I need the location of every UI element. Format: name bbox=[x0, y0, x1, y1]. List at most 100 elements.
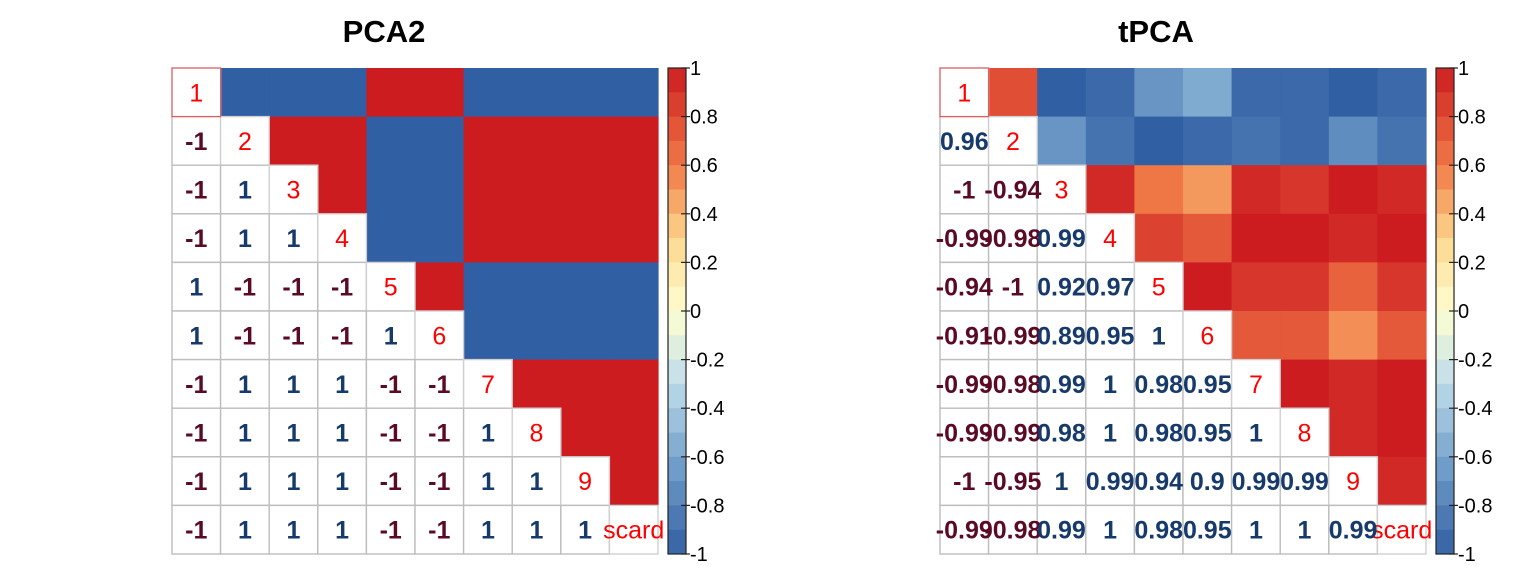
pca2-cell-r2-c5 bbox=[415, 165, 465, 215]
tpca-colorbar-band-1 bbox=[1436, 92, 1454, 118]
pca2-cell-r0-c8 bbox=[560, 68, 610, 118]
pca2-coef-r8-c2: 1 bbox=[287, 468, 301, 496]
tpca-colorbar-band-14 bbox=[1436, 408, 1454, 433]
pca2-cell-r3-c4 bbox=[366, 213, 416, 263]
tpca-coef-r6-c0: -0.99 bbox=[936, 371, 993, 399]
tpca-coef-r3-c1: -0.98 bbox=[984, 225, 1041, 253]
pca2-coef-r9-c2: 1 bbox=[287, 517, 301, 545]
tpca-diag-label-2: 3 bbox=[1055, 177, 1069, 205]
pca2-cell-r4-c9 bbox=[609, 262, 659, 312]
pca2-colorbar-band-2 bbox=[668, 116, 686, 142]
tpca-grid-r8-c1 bbox=[987, 456, 1038, 507]
pca2-coef-r6-c2: 1 bbox=[287, 371, 301, 399]
pca2-cell-r4-c8 bbox=[560, 262, 610, 312]
pca2-colorbar-band-9 bbox=[668, 286, 686, 312]
pca2-grid-r9-c4 bbox=[365, 504, 416, 555]
pca2-diag-label-2: 3 bbox=[287, 177, 301, 205]
pca2-coef-r9-c6: 1 bbox=[481, 517, 495, 545]
tpca-diag-label-4: 5 bbox=[1152, 274, 1166, 302]
tpca-cell-r3-c4 bbox=[1134, 213, 1184, 263]
pca2-cell-r3-c9 bbox=[609, 213, 659, 263]
pca2-coef-r8-c0: -1 bbox=[185, 468, 207, 496]
tpca-cell-r3-c7 bbox=[1280, 213, 1330, 263]
tpca-colorbar-label-10: -1 bbox=[1458, 544, 1476, 566]
pca2-coef-r7-c2: 1 bbox=[287, 420, 301, 448]
pca2-grid-r5-c3 bbox=[317, 310, 368, 361]
pca2-colorbar-band-11 bbox=[668, 335, 686, 361]
pca2-diag-label-4: 5 bbox=[384, 274, 398, 302]
tpca-grid-r8-c4 bbox=[1133, 456, 1184, 507]
pca2-coef-r9-c7: 1 bbox=[530, 517, 544, 545]
pca2-cell-r2-c3 bbox=[317, 165, 367, 215]
pca2-coef-r8-c5: -1 bbox=[428, 468, 450, 496]
pca2-grid-r7-c7 bbox=[511, 407, 562, 458]
tpca-grid-r8-c6 bbox=[1230, 456, 1281, 507]
pca2-cell-r0-c7 bbox=[512, 68, 562, 118]
pca2-grid-r6-c0 bbox=[171, 358, 222, 409]
pca2-cell-r0-c6 bbox=[463, 68, 513, 118]
pca2-diag-label-6: 7 bbox=[481, 371, 495, 399]
tpca-cell-r0-c4 bbox=[1134, 68, 1184, 118]
pca2-coef-r9-c4: -1 bbox=[380, 517, 402, 545]
tpca-coef-r8-c5: 0.9 bbox=[1190, 468, 1225, 496]
tpca-coef-r9-c1: -0.98 bbox=[984, 517, 1041, 545]
pca2-coef-r1-c0: -1 bbox=[185, 128, 207, 156]
tpca-cell-r2-c6 bbox=[1231, 165, 1281, 215]
pca2-grid-r1-c0 bbox=[171, 115, 222, 166]
pca2-coef-r6-c5: -1 bbox=[428, 371, 450, 399]
pca2-colorbar-band-3 bbox=[668, 140, 686, 166]
tpca-cell-r4-c9 bbox=[1377, 262, 1427, 312]
tpca-grid-r9-c9 bbox=[1376, 504, 1427, 555]
tpca-diag-label-0: 1 bbox=[957, 79, 971, 107]
tpca-cell-r1-c5 bbox=[1183, 116, 1233, 166]
tpca-cell-r0-c2 bbox=[1037, 68, 1087, 118]
pca2-colorbar-band-13 bbox=[668, 383, 686, 409]
pca2-coef-r7-c1: 1 bbox=[238, 420, 252, 448]
tpca-coef-r7-c1: -0.99 bbox=[984, 420, 1041, 448]
tpca-cell-r4-c7 bbox=[1280, 262, 1330, 312]
pca2-coef-r2-c1: 1 bbox=[238, 177, 252, 205]
tpca-coef-r8-c4: 0.94 bbox=[1134, 468, 1183, 496]
tpca-cell-r0-c9 bbox=[1377, 68, 1427, 118]
tpca-grid-r8-c7 bbox=[1279, 456, 1330, 507]
tpca-cell-r1-c8 bbox=[1328, 116, 1378, 166]
tpca-coef-r9-c6: 1 bbox=[1249, 517, 1263, 545]
pca2-cell-r1-c9 bbox=[609, 116, 659, 166]
tpca-colorbar-band-15 bbox=[1436, 432, 1454, 458]
tpca-cell-r7-c9 bbox=[1377, 408, 1427, 458]
tpca-coef-r4-c1: -1 bbox=[1002, 274, 1024, 302]
pca2-colorbar-band-4 bbox=[668, 165, 686, 190]
tpca-cell-r1-c3 bbox=[1085, 116, 1135, 166]
tpca-grid-r6-c3 bbox=[1085, 358, 1136, 409]
tpca-grid-r6-c4 bbox=[1133, 358, 1184, 409]
pca2-colorbar-band-7 bbox=[668, 238, 686, 263]
pca2-colorbar-band-10 bbox=[668, 311, 686, 336]
pca2-colorbar-band-16 bbox=[668, 456, 686, 482]
pca2-cell-r5-c6 bbox=[463, 311, 513, 361]
pca2-cell-r6-c8 bbox=[560, 359, 610, 409]
tpca-coef-r4-c3: 0.97 bbox=[1086, 274, 1135, 302]
pca2-cell-r3-c7 bbox=[512, 213, 562, 263]
tpca-coef-r8-c2: 1 bbox=[1055, 468, 1069, 496]
tpca-coef-r9-c0: -0.99 bbox=[936, 517, 993, 545]
pca2-grid-r8-c5 bbox=[414, 456, 465, 507]
tpca-cell-r1-c9 bbox=[1377, 116, 1427, 166]
pca2-cell-r1-c5 bbox=[415, 116, 465, 166]
tpca-diag-label-1: 2 bbox=[1006, 128, 1020, 156]
tpca-grid-r3-c2 bbox=[1036, 213, 1087, 264]
pca2-coef-r4-c3: -1 bbox=[331, 274, 353, 302]
pca2-colorbar-band-1 bbox=[668, 92, 686, 118]
tpca-colorbar-band-16 bbox=[1436, 456, 1454, 482]
tpca-grid-r3-c3 bbox=[1085, 213, 1136, 264]
tpca-grid-r9-c8 bbox=[1328, 504, 1379, 555]
tpca-colorbar-band-10 bbox=[1436, 311, 1454, 336]
pca2-grid-r9-c7 bbox=[511, 504, 562, 555]
pca2-grid-r7-c2 bbox=[268, 407, 319, 458]
tpca-grid-r8-c8 bbox=[1328, 456, 1379, 507]
tpca-coef-r5-c2: 0.89 bbox=[1037, 322, 1086, 350]
pca2-coef-r7-c0: -1 bbox=[185, 420, 207, 448]
tpca-cell-r6-c9 bbox=[1377, 359, 1427, 409]
tpca-colorbar-label-3: 0.4 bbox=[1458, 204, 1486, 226]
pca2-coef-r3-c0: -1 bbox=[185, 225, 207, 253]
tpca-coef-r7-c6: 1 bbox=[1249, 420, 1263, 448]
